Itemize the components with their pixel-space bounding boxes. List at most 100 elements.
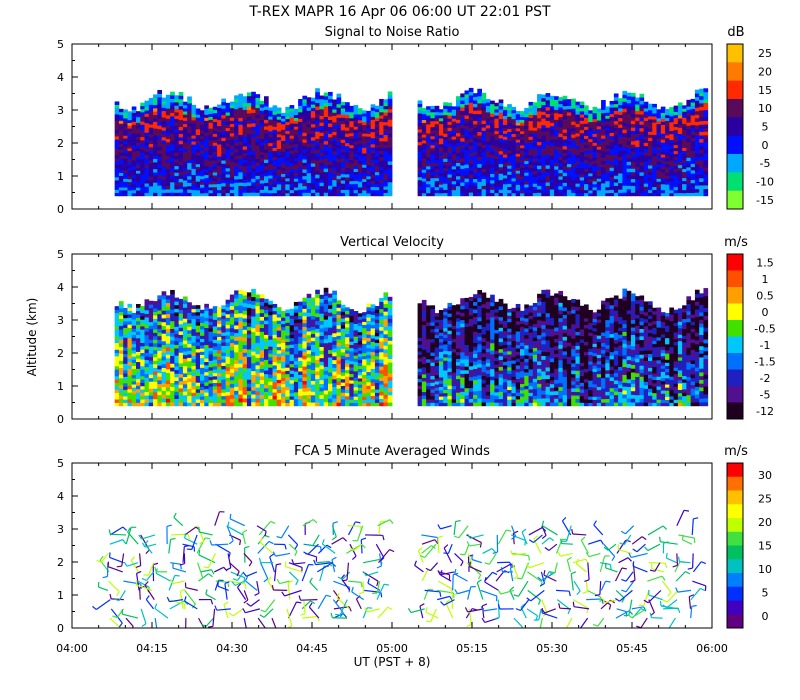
heatmap-cell xyxy=(464,178,470,183)
heatmap-cell xyxy=(148,307,154,312)
heatmap-cell xyxy=(682,111,687,115)
heatmap-cell xyxy=(566,137,572,142)
heatmap-cell xyxy=(357,160,363,165)
heatmap-cell xyxy=(485,179,491,184)
heatmap-cell xyxy=(571,108,576,112)
heatmap-cell xyxy=(379,102,384,106)
heatmap-cell xyxy=(434,144,440,149)
colorbar-swatch xyxy=(727,172,743,192)
heatmap-cell xyxy=(212,349,218,354)
heatmap-cell xyxy=(225,391,231,396)
heatmap-cell xyxy=(520,150,525,154)
heatmap-cell xyxy=(613,178,619,183)
heatmap-cell xyxy=(345,136,350,141)
heatmap-cell xyxy=(293,184,299,188)
heatmap-cell xyxy=(187,162,192,167)
heatmap-cell xyxy=(473,120,478,125)
heatmap-cell xyxy=(447,155,453,159)
heatmap-cell xyxy=(225,133,231,138)
heatmap-cell xyxy=(187,347,192,351)
heatmap-cell xyxy=(298,176,303,181)
heatmap-cell xyxy=(362,161,367,165)
heatmap-cell xyxy=(511,148,517,152)
heatmap-cell xyxy=(336,100,342,105)
heatmap-cell xyxy=(148,377,154,382)
heatmap-cell xyxy=(554,165,559,170)
heatmap-cell xyxy=(566,102,572,107)
heatmap-cell xyxy=(170,398,175,403)
heatmap-cell xyxy=(660,127,666,131)
heatmap-cell xyxy=(643,192,649,197)
heatmap-cell xyxy=(473,113,478,118)
heatmap-cell xyxy=(438,115,444,119)
heatmap-cell xyxy=(549,152,555,157)
heatmap-cell xyxy=(144,119,150,124)
heatmap-cell xyxy=(259,189,265,194)
heatmap-cell xyxy=(153,311,158,316)
heatmap-cell xyxy=(357,189,363,194)
heatmap-cell xyxy=(144,183,150,187)
heatmap-cell xyxy=(579,132,585,137)
heatmap-cell xyxy=(174,319,180,324)
heatmap-cell xyxy=(447,136,453,141)
heatmap-cell xyxy=(229,107,235,112)
heatmap-cell xyxy=(438,129,444,133)
heatmap-cell xyxy=(259,119,265,124)
heatmap-cell xyxy=(182,189,188,194)
heatmap-cell xyxy=(310,107,316,112)
heatmap-cell xyxy=(127,122,133,126)
heatmap-cell xyxy=(549,122,555,127)
heatmap-cell xyxy=(161,127,167,131)
heatmap-cell xyxy=(349,108,354,113)
heatmap-cell xyxy=(315,98,320,103)
heatmap-cell xyxy=(451,151,457,155)
heatmap-cell xyxy=(643,104,649,109)
heatmap-cell xyxy=(366,153,372,157)
heatmap-cell xyxy=(148,140,154,145)
heatmap-cell xyxy=(694,121,700,126)
heatmap-cell xyxy=(157,346,162,351)
heatmap-cell xyxy=(212,109,218,114)
heatmap-cell xyxy=(221,345,226,350)
heatmap-cell xyxy=(558,110,564,114)
heatmap-cell xyxy=(212,180,218,185)
heatmap-cell xyxy=(221,101,226,106)
heatmap-cell xyxy=(208,192,214,197)
heatmap-cell xyxy=(238,401,244,407)
heatmap-cell xyxy=(242,360,248,365)
heatmap-cell xyxy=(187,119,192,124)
heatmap-cell xyxy=(161,329,167,334)
heatmap-cell xyxy=(639,103,645,108)
heatmap-cell xyxy=(622,101,628,106)
heatmap-cell xyxy=(682,153,687,158)
heatmap-cell xyxy=(140,385,145,390)
heatmap-cell xyxy=(208,321,214,326)
heatmap-cell xyxy=(182,148,188,153)
heatmap-cell xyxy=(592,136,598,140)
heatmap-cell xyxy=(387,174,393,179)
heatmap-cell xyxy=(652,119,657,123)
heatmap-cell xyxy=(148,169,154,174)
heatmap-cell xyxy=(528,148,534,153)
heatmap-cell xyxy=(682,180,687,185)
heatmap-cell xyxy=(524,143,529,147)
heatmap-cell xyxy=(438,192,444,197)
heatmap-cell xyxy=(549,142,555,147)
heatmap-cell xyxy=(182,296,188,301)
heatmap-cell xyxy=(374,108,380,113)
heatmap-cell xyxy=(264,172,269,177)
heatmap-cell xyxy=(268,184,273,188)
heatmap-cell xyxy=(554,122,559,127)
heatmap-cell xyxy=(182,139,188,143)
heatmap-cell xyxy=(345,105,350,109)
heatmap-cell xyxy=(703,156,709,161)
heatmap-cell xyxy=(473,117,478,121)
heatmap-cell xyxy=(221,153,226,158)
heatmap-cell xyxy=(131,353,137,357)
heatmap-cell xyxy=(571,156,576,161)
heatmap-cell xyxy=(596,175,602,179)
heatmap-cell xyxy=(264,139,269,144)
heatmap-cell xyxy=(212,127,218,131)
heatmap-cell xyxy=(648,155,653,160)
heatmap-cell xyxy=(234,145,239,150)
